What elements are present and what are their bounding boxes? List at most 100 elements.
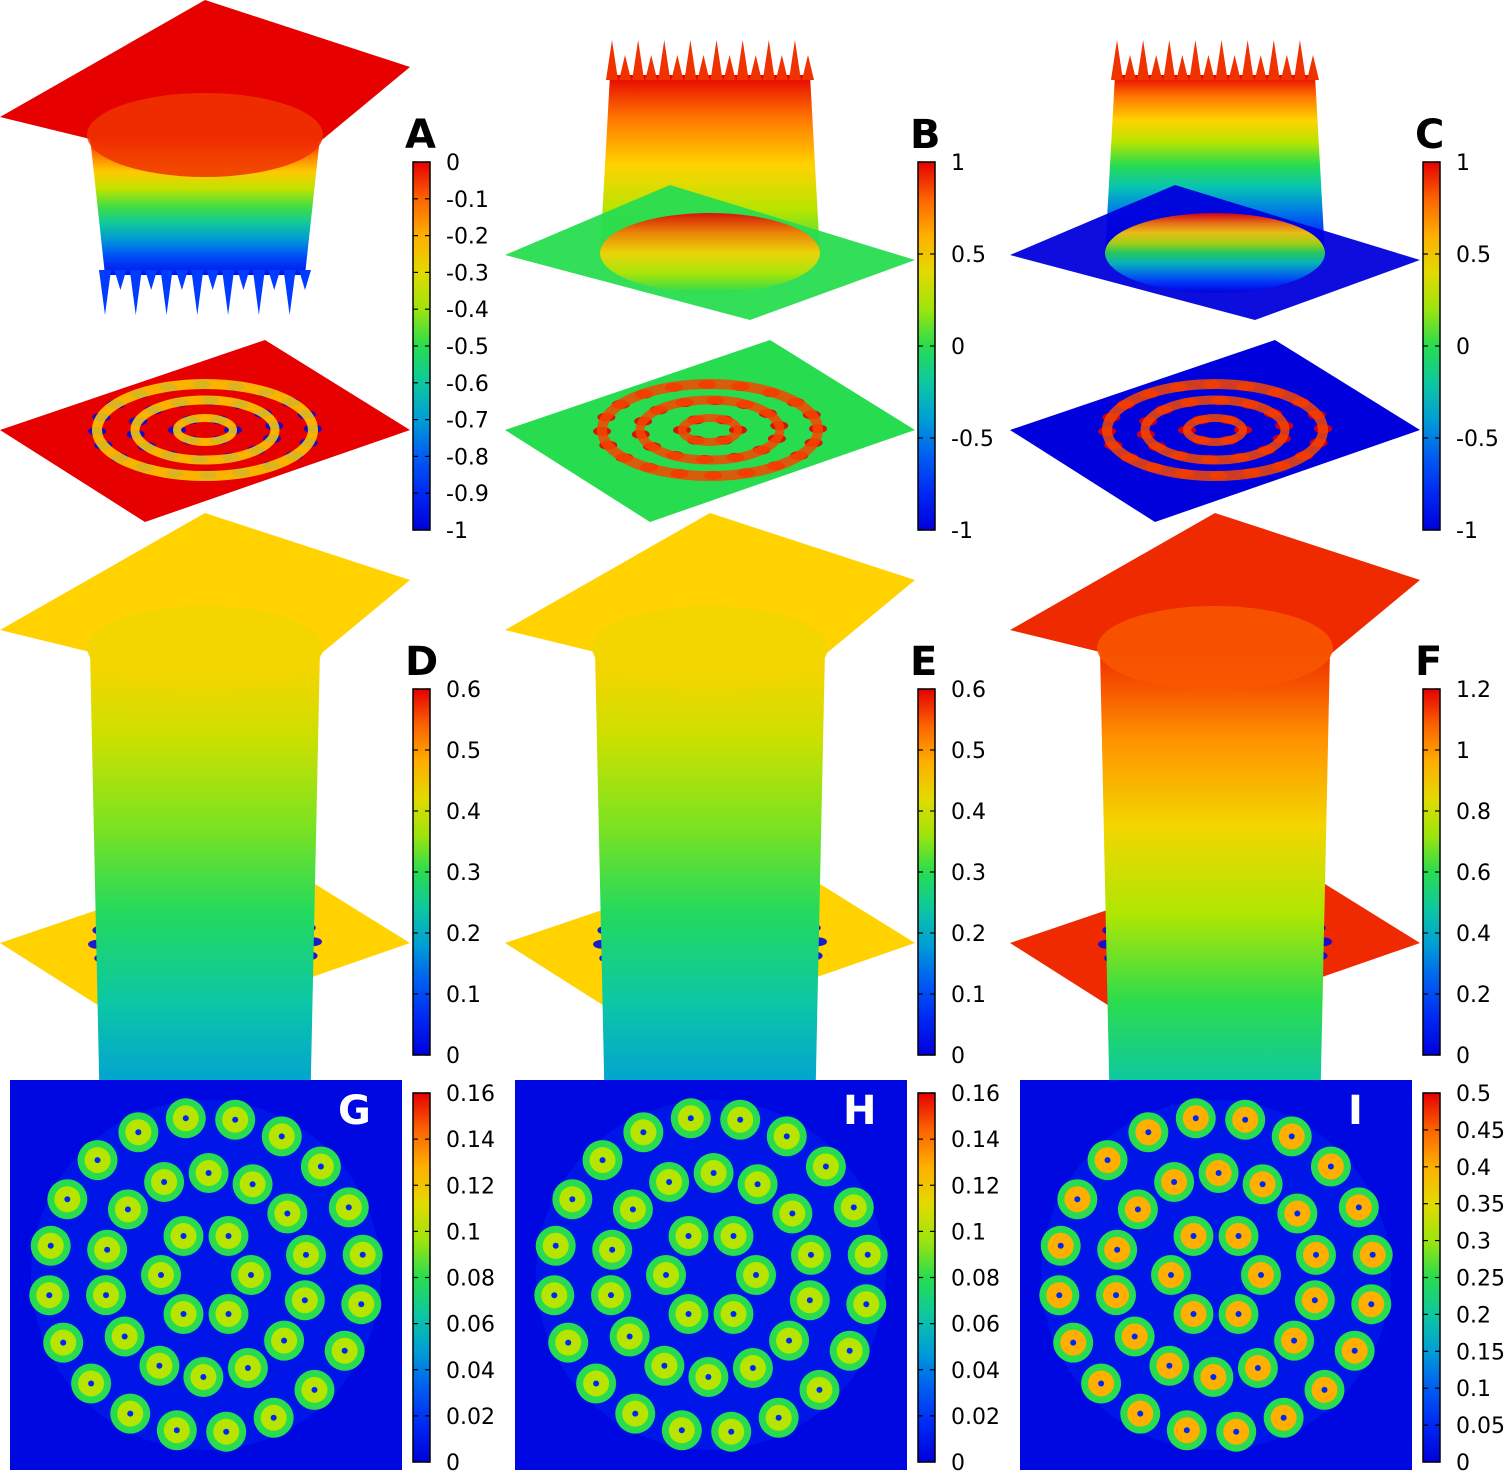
vortex-blob [790, 1234, 831, 1275]
vortex-center [593, 1380, 600, 1387]
vortex-center [807, 1251, 814, 1258]
vortex-center [775, 1414, 782, 1421]
vortex-blob [1242, 1164, 1283, 1205]
vortex-blob [1352, 1234, 1393, 1275]
colorbar-tick-label: 0.14 [951, 1128, 1000, 1153]
panel-label-f: F [1415, 639, 1442, 685]
vortex-blob [668, 1293, 709, 1334]
vortex-blob [1295, 1234, 1336, 1275]
vortex-blob [758, 1397, 799, 1438]
vortex-blob [324, 1330, 365, 1371]
vortex-center [789, 1210, 796, 1217]
colorbar-tick-label: 0.08 [446, 1267, 495, 1292]
vortex-center [60, 1339, 67, 1346]
vortex-center [1171, 1178, 1178, 1185]
vortex-center [632, 1410, 639, 1417]
vortex-blob [294, 1369, 335, 1410]
vortex-blob [548, 1322, 589, 1363]
vortex-blob [1081, 1363, 1122, 1404]
vortex-blob [737, 1164, 778, 1205]
surface-spike [1176, 55, 1189, 80]
colorbar-tick-label: 0.8 [1456, 800, 1491, 825]
vortex-blob [77, 1140, 118, 1181]
colorbar-tick-label: 0.3 [951, 861, 986, 886]
vortex-center [200, 1373, 207, 1380]
surface-spike [99, 270, 111, 315]
vortex-center [225, 1233, 232, 1240]
vortex-center [640, 1129, 647, 1136]
colorbar-d: 0.6 0.5 0.4 0.3 0.2 0.1 0 [412, 678, 481, 1069]
surface-spike [1307, 55, 1319, 80]
surface-spike [114, 270, 127, 290]
vortex-center [1254, 1365, 1261, 1372]
vortex-blob [1218, 1293, 1259, 1334]
vortex-center [1215, 1170, 1222, 1177]
vortex-center [301, 1297, 308, 1304]
vortex-center [1311, 1297, 1318, 1304]
vortex-center [104, 1246, 111, 1253]
colorbar-h: 0.16 0.14 0.12 0.1 0.08 0.06 0.04 0.02 0 [917, 1082, 1000, 1471]
colorbar-tick-label: 0.4 [1456, 922, 1491, 947]
vortex-blob [576, 1363, 617, 1404]
vortex-blob [227, 1348, 268, 1389]
vortex-center [565, 1339, 572, 1346]
surface-spike [606, 40, 618, 80]
colorbar-tick-label: 0.1 [951, 1220, 986, 1245]
vortex-blob [1039, 1275, 1080, 1316]
vortex-blob [668, 1216, 709, 1257]
colorbar-tick-label: 0.5 [1456, 1082, 1491, 1107]
vortex-center [1210, 1373, 1217, 1380]
vortex-center [728, 1428, 735, 1435]
vortex-center [302, 1251, 309, 1258]
colorbar-tick-label: 0.6 [1456, 861, 1491, 886]
vortex-center [864, 1251, 871, 1258]
vortex-center [161, 1178, 168, 1185]
vortex-center [158, 1272, 164, 1278]
panel-label-a: A [405, 112, 436, 158]
colorbar-tick-label: 0.15 [1456, 1340, 1505, 1365]
surface-spike [1254, 55, 1267, 80]
vortex-blob [206, 1411, 247, 1452]
vortex-center [317, 1163, 324, 1170]
vortex-blob [328, 1187, 369, 1228]
surface-spike [619, 55, 632, 80]
vortex-center [341, 1347, 348, 1354]
vortex-center [678, 1427, 685, 1434]
projection-ring-middle [130, 395, 280, 465]
vortex-center [626, 1333, 633, 1340]
colorbar-tick-label: 1.2 [1456, 678, 1491, 703]
vortex-center [103, 1292, 110, 1299]
vortex-blob [1274, 1320, 1315, 1361]
vortex-blob [1151, 1255, 1191, 1295]
colorbar-tick-label: 0.3 [446, 861, 481, 886]
vortex-blob [713, 1216, 754, 1257]
vortex-center [156, 1362, 163, 1369]
colorbar-tick-label: 0.25 [1456, 1267, 1505, 1292]
vortex-center [127, 1410, 134, 1417]
vortex-blob [769, 1320, 810, 1361]
vortex-blob [163, 1216, 204, 1257]
vortex-center [846, 1347, 853, 1354]
vortex-center [1166, 1362, 1173, 1369]
vortex-blob [208, 1216, 249, 1257]
colorbar-tick-label: -1 [1456, 519, 1478, 544]
colorbar-tick-label: 0.45 [1456, 1119, 1505, 1144]
surface-spike [1189, 40, 1202, 80]
surface-spike [252, 270, 265, 315]
vortex-blob [1120, 1393, 1161, 1434]
colorbar-tick-label: 0.2 [1456, 983, 1491, 1008]
vortex-blob [736, 1255, 776, 1295]
vortex-blob [1149, 1345, 1190, 1386]
colorbar-tick-label: -0.5 [1456, 427, 1499, 452]
surface-spike [1202, 55, 1215, 80]
colorbar-tick-label: -0.1 [446, 188, 489, 213]
vortex-blob [1216, 1411, 1257, 1452]
heatmap-halo [536, 1100, 886, 1450]
vortex-blob [183, 1356, 224, 1397]
surface-crater [592, 606, 828, 690]
surface-crater [1097, 606, 1333, 690]
vortex-center [311, 1386, 318, 1393]
vortex-center [1098, 1380, 1105, 1387]
surface-spike [1228, 55, 1241, 80]
projection-ring-inner [173, 414, 237, 446]
